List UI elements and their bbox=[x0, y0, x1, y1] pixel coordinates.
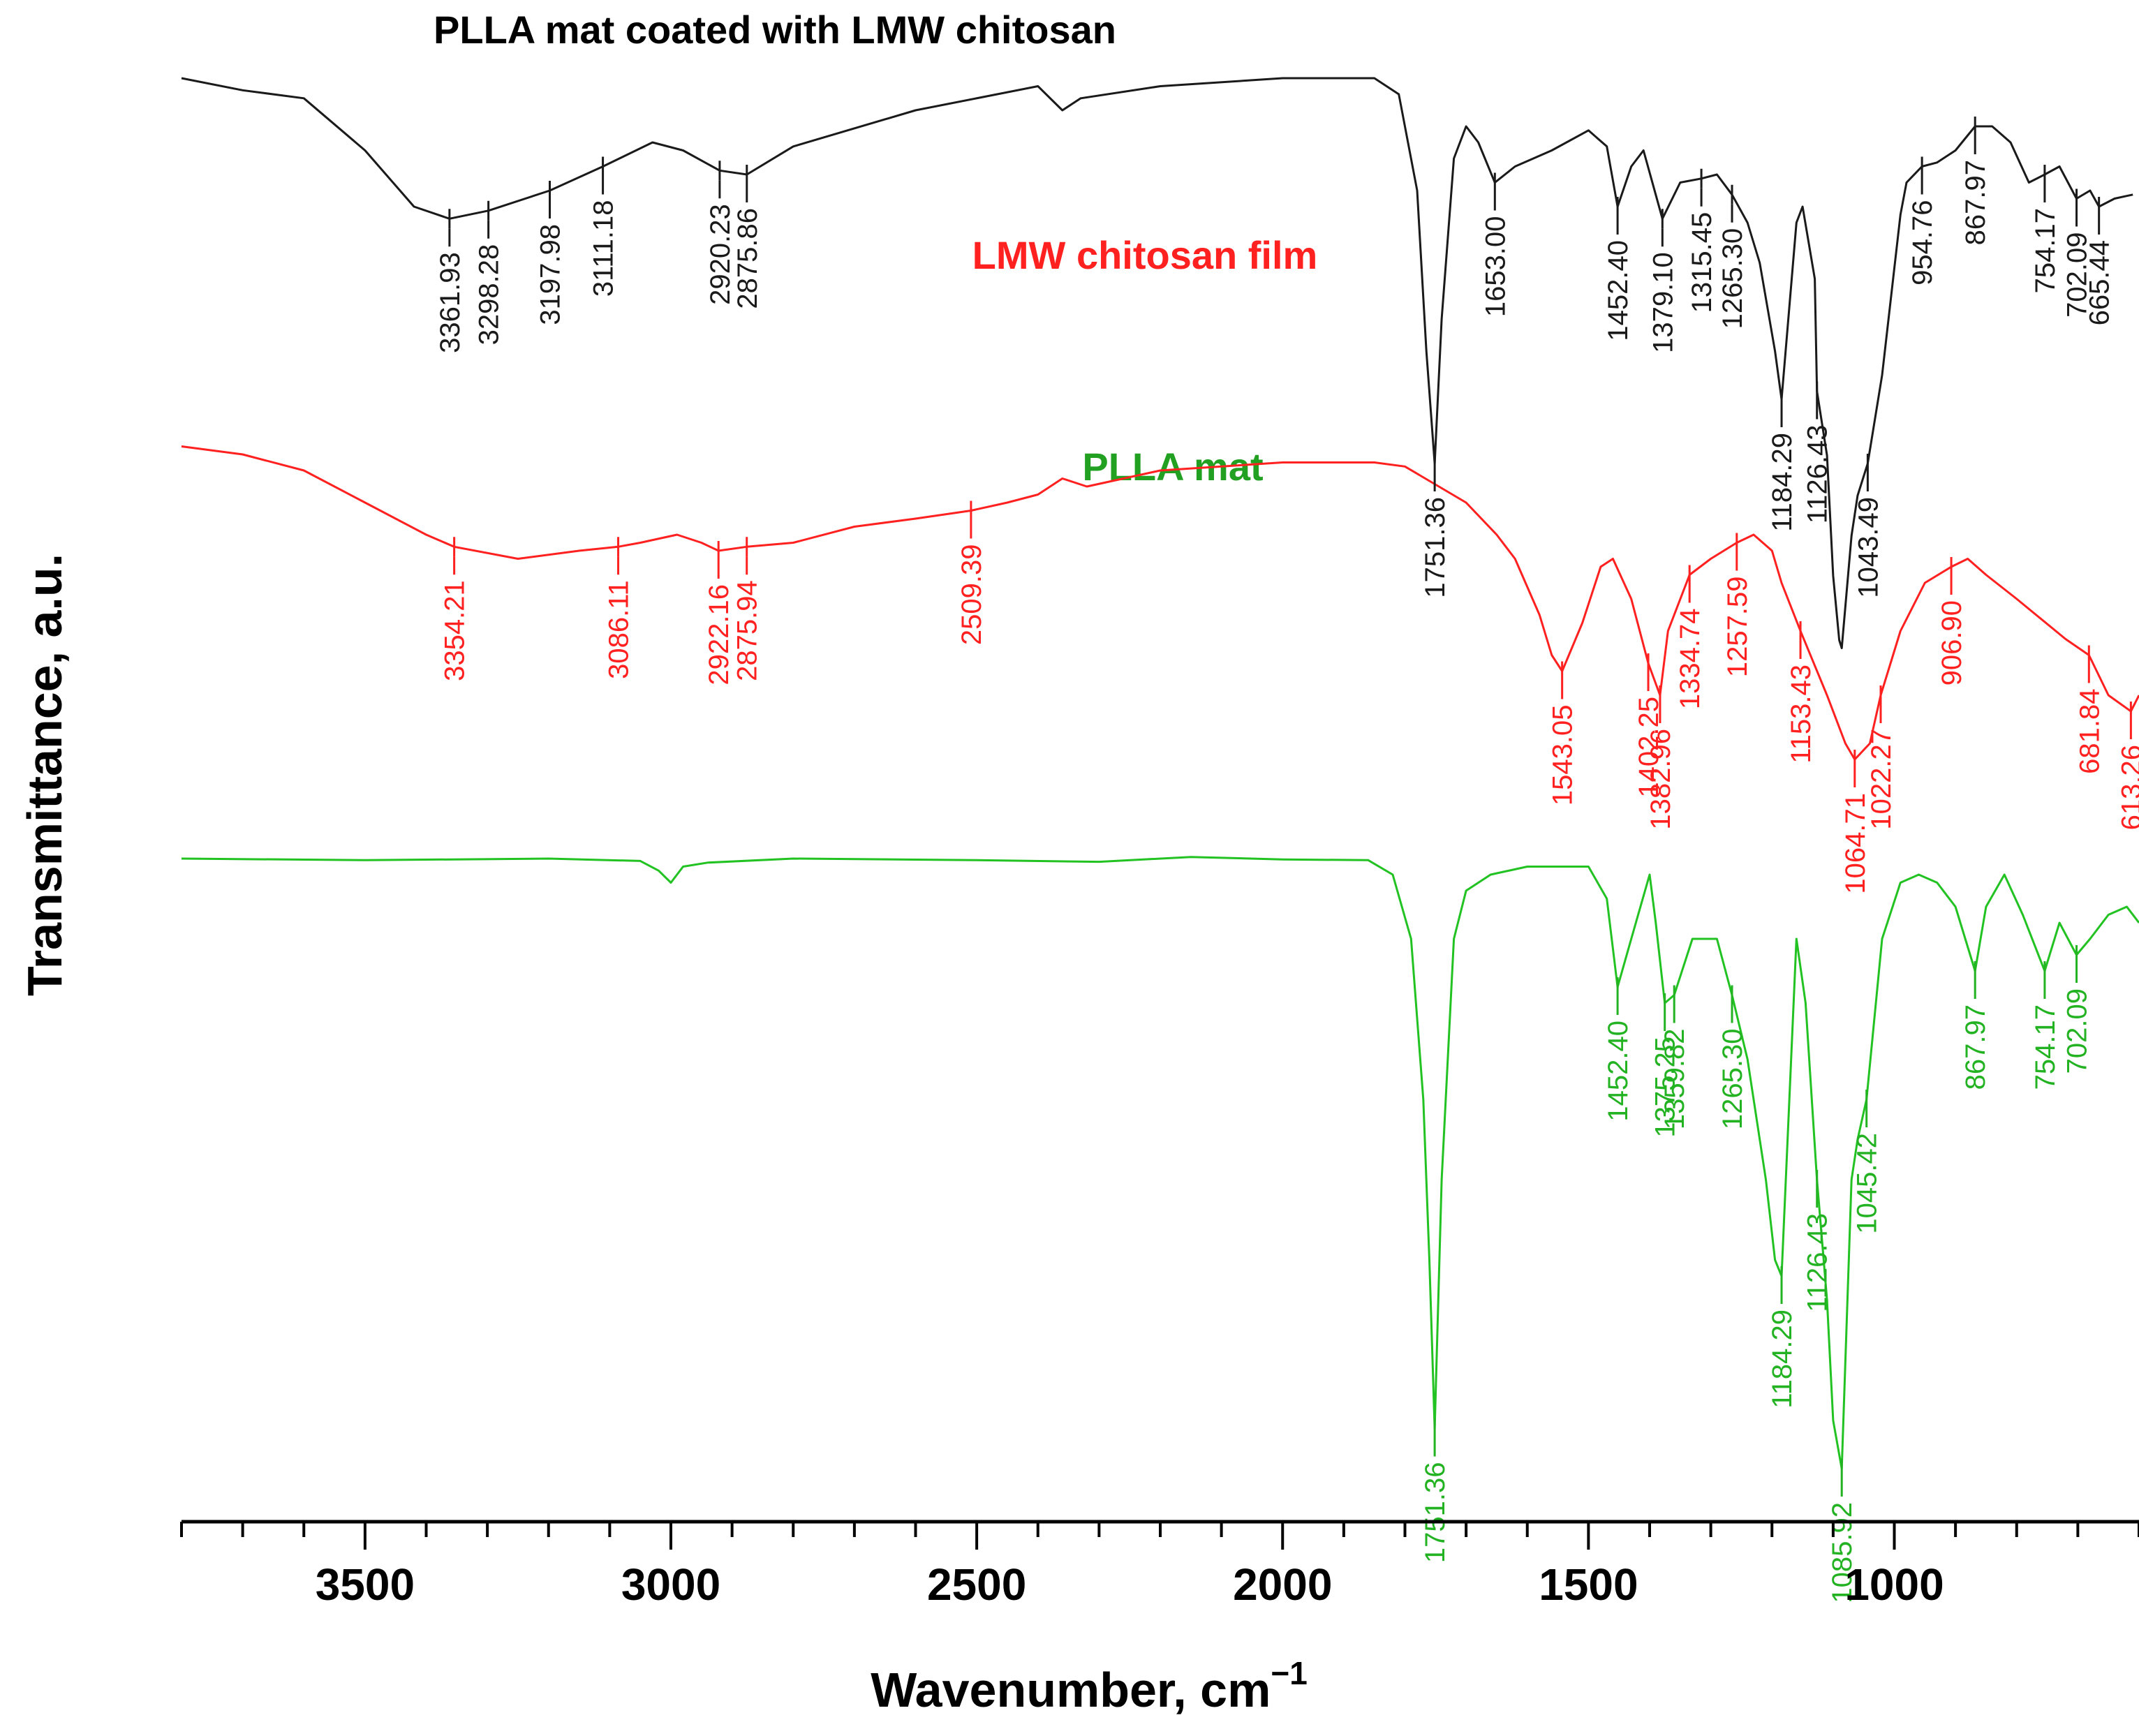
peak-label: 665.44 bbox=[2085, 240, 2115, 325]
peak-label: 867.97 bbox=[1960, 160, 1991, 245]
x-tick-label: 1000 bbox=[1844, 1559, 1944, 1610]
peak-label: 2922.16 bbox=[704, 584, 734, 685]
peak-label: 1043.49 bbox=[1853, 497, 1883, 598]
peak-label: 1452.40 bbox=[1603, 240, 1634, 341]
peak-label: 3361.93 bbox=[435, 252, 466, 353]
series-layer bbox=[181, 77, 2139, 1470]
x-tick-label: 3500 bbox=[316, 1559, 415, 1610]
peak-label: 1126.43 bbox=[1803, 425, 1833, 524]
peak-label: 2875.86 bbox=[732, 208, 763, 309]
series-label-red: LMW chitosan film bbox=[972, 233, 1318, 277]
peak-label: 1022.27 bbox=[1866, 729, 1897, 830]
peak-label: 681.84 bbox=[2074, 689, 2105, 774]
x-axis-title-text: Wavenumber, cm bbox=[871, 1663, 1271, 1717]
x-axis-title: Wavenumber, cm−1 bbox=[871, 1655, 1308, 1717]
peak-label: 1126.43 bbox=[1803, 1213, 1833, 1312]
peak-label: 1064.71 bbox=[1840, 793, 1871, 894]
peak-label: 1375.25 bbox=[1650, 1037, 1681, 1138]
peak-label: 2875.94 bbox=[732, 580, 763, 681]
peak-label: 1751.36 bbox=[1420, 1462, 1451, 1564]
peak-label: 754.17 bbox=[2030, 208, 2061, 293]
peak-label: 1085.92 bbox=[1827, 1502, 1858, 1603]
series-line-1 bbox=[181, 445, 2139, 761]
x-tick-label: 2500 bbox=[927, 1559, 1026, 1610]
series-line-0 bbox=[181, 77, 2133, 649]
peak-label: 1265.30 bbox=[1717, 228, 1748, 329]
peak-label: 1379.10 bbox=[1648, 252, 1678, 353]
peak-label: 1265.30 bbox=[1717, 1029, 1748, 1130]
peak-label: 906.90 bbox=[1937, 600, 1967, 685]
peak-label: 2509.39 bbox=[956, 544, 987, 646]
peak-label: 1184.29 bbox=[1767, 433, 1798, 532]
peak-label: 3354.21 bbox=[440, 580, 471, 681]
peak-label: 2920.23 bbox=[705, 204, 736, 305]
peak-label: 1452.40 bbox=[1603, 1021, 1634, 1122]
peak-label: 1315.45 bbox=[1687, 212, 1717, 313]
peak-label: 754.17 bbox=[2030, 1004, 2061, 1090]
peak-label: 3086.11 bbox=[604, 580, 635, 679]
peak-label: 702.09 bbox=[2062, 988, 2093, 1074]
peak-label: 1045.42 bbox=[1852, 1133, 1883, 1234]
peak-label: 3298.28 bbox=[474, 244, 505, 346]
peak-label: 1359.82 bbox=[1659, 1029, 1690, 1130]
peak-label: 3197.98 bbox=[535, 224, 566, 325]
chart-title: PLLA mat coated with LMW chitosan bbox=[434, 8, 1116, 52]
x-axis-title-superscript: −1 bbox=[1271, 1655, 1307, 1691]
peak-label: 1334.74 bbox=[1675, 609, 1705, 710]
y-axis-title: Transmittance, a.u. bbox=[17, 554, 72, 996]
peak-label: 1153.43 bbox=[1786, 665, 1816, 764]
peak-label: 613.26 bbox=[2116, 745, 2139, 830]
peak-label: 954.76 bbox=[1907, 200, 1938, 285]
peak-label: 702.09 bbox=[2062, 232, 2093, 318]
peak-labels: 3361.93 3298.28 3197.98 3111.18 2920.232875.… bbox=[435, 117, 2139, 1603]
series-line-2 bbox=[181, 856, 2139, 1470]
x-axis-ticks: 3500 3000 2500 2000 1500 1000 bbox=[180, 1522, 2139, 1610]
peak-label: 1257.59 bbox=[1722, 577, 1753, 678]
peak-label: 1653.00 bbox=[1480, 216, 1511, 318]
peak-label: 1543.05 bbox=[1548, 705, 1578, 806]
peak-label: 1751.36 bbox=[1420, 497, 1451, 598]
peak-label: 3111.18 bbox=[589, 200, 619, 297]
x-tick-label: 3000 bbox=[621, 1559, 720, 1610]
x-tick-label: 1500 bbox=[1539, 1559, 1638, 1610]
peak-label: 1184.29 bbox=[1767, 1310, 1798, 1409]
peak-label: 867.97 bbox=[1960, 1004, 1991, 1090]
peak-label: 1382.96 bbox=[1645, 729, 1676, 830]
x-tick-label: 2000 bbox=[1233, 1559, 1332, 1610]
